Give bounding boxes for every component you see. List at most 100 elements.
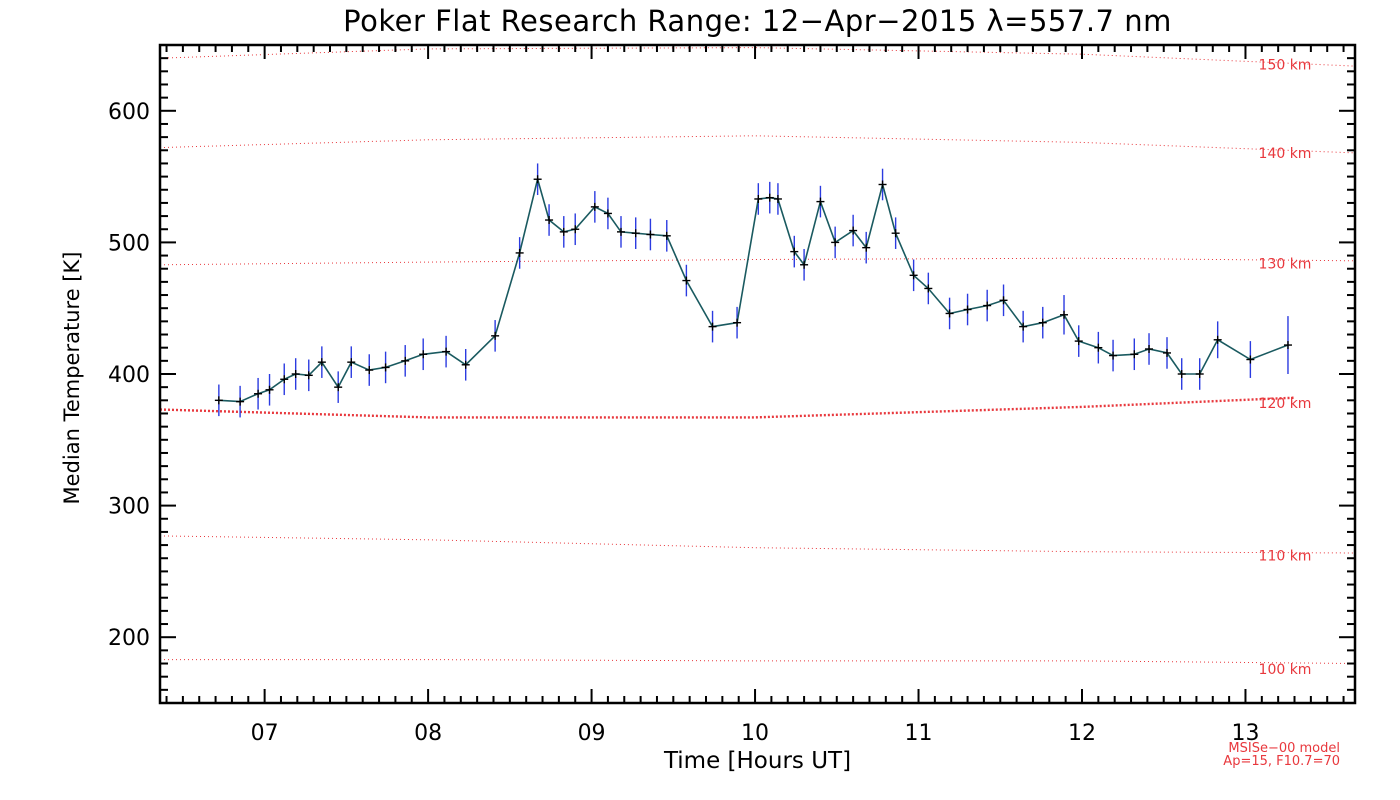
data-point-7 (317, 358, 326, 367)
y-tick-label-3: 500 (108, 231, 150, 256)
data-point-43 (924, 284, 933, 293)
data-point-52 (1094, 343, 1103, 352)
model-label-1: 140 km (1259, 146, 1312, 162)
series-layer (214, 163, 1292, 418)
data-point-51 (1074, 337, 1083, 346)
x-tick-label-0: 07 (251, 721, 279, 746)
y-tick-label-1: 300 (108, 495, 150, 520)
data-point-32 (765, 193, 774, 202)
data-point-28 (682, 276, 691, 285)
data-point-48 (1019, 322, 1028, 331)
data-point-15 (461, 360, 470, 369)
data-point-44 (945, 309, 954, 318)
data-point-29 (708, 322, 717, 331)
data-point-34 (790, 247, 799, 256)
data-point-26 (646, 230, 655, 239)
model-curve-5 (160, 659, 1356, 664)
data-point-2 (254, 389, 263, 398)
data-point-20 (559, 227, 568, 236)
model-curve-2 (159, 257, 1356, 266)
model-label-2: 130 km (1259, 256, 1312, 272)
data-point-61 (1283, 341, 1292, 350)
data-point-10 (365, 366, 374, 375)
data-point-9 (347, 358, 356, 367)
data-point-35 (800, 260, 809, 269)
data-point-55 (1145, 344, 1154, 353)
x-tick-label-2: 09 (578, 721, 606, 746)
axis-tick-labels: 07 08 09 10 11 12 13 200 300 400 500 600 (108, 100, 1259, 746)
data-point-39 (862, 243, 871, 252)
model-note-line2: Ap=15, F10.7=70 (1223, 754, 1340, 769)
model-curve-3 (159, 396, 1295, 419)
data-point-14 (442, 347, 451, 356)
x-axis-label: Time [Hours UT] (663, 748, 852, 774)
model-curve-0 (159, 47, 1356, 67)
data-point-59 (1213, 335, 1222, 344)
data-point-53 (1109, 351, 1118, 360)
model-note: MSISe−00 model Ap=15, F10.7=70 (1223, 742, 1340, 768)
y-tick-label-0: 200 (108, 626, 150, 651)
model-curves (159, 47, 1356, 664)
data-point-54 (1130, 350, 1139, 359)
model-curve-4 (159, 535, 1356, 554)
model-label-4: 110 km (1259, 549, 1312, 565)
series-line-0 (218, 176, 1289, 403)
data-point-50 (1060, 310, 1069, 319)
model-label-5: 100 km (1259, 662, 1312, 678)
x-tick-label-3: 10 (741, 721, 769, 746)
x-tick-label-1: 08 (414, 721, 442, 746)
data-point-19 (545, 216, 554, 225)
data-point-38 (849, 226, 858, 235)
data-point-5 (291, 370, 300, 378)
data-point-47 (999, 296, 1008, 305)
data-point-49 (1038, 318, 1047, 327)
data-point-1 (236, 397, 245, 406)
x-tick-label-4: 11 (905, 721, 933, 746)
axis-ticks (160, 44, 1355, 703)
data-point-45 (963, 305, 972, 314)
data-point-0 (214, 396, 223, 405)
data-point-17 (515, 248, 524, 257)
model-labels: 150 km 140 km 130 km 120 km 110 km 100 km (1259, 58, 1312, 678)
model-label-3: 120 km (1259, 396, 1312, 412)
data-point-23 (603, 209, 612, 218)
chart-title: Poker Flat Research Range: 12−Apr−2015 λ… (343, 4, 1172, 38)
data-point-21 (571, 225, 580, 234)
data-point-41 (891, 229, 900, 238)
x-tick-label-5: 12 (1068, 721, 1096, 746)
data-point-3 (265, 385, 274, 394)
y-tick-label-4: 600 (108, 100, 150, 125)
data-point-16 (491, 331, 500, 340)
data-point-27 (662, 231, 671, 240)
data-point-56 (1163, 348, 1172, 357)
data-point-57 (1177, 370, 1186, 378)
data-point-6 (304, 371, 313, 380)
data-point-36 (816, 197, 825, 206)
data-point-22 (590, 202, 599, 211)
data-point-30 (733, 318, 742, 327)
model-curve-1 (159, 135, 1356, 154)
data-point-18 (533, 175, 542, 184)
data-point-46 (983, 301, 992, 310)
data-point-8 (334, 383, 343, 392)
data-point-4 (280, 375, 289, 384)
data-point-58 (1195, 370, 1204, 378)
data-point-25 (631, 229, 640, 238)
data-point-37 (831, 238, 840, 247)
x-tick-label-6: 13 (1231, 721, 1259, 746)
data-point-33 (773, 194, 782, 203)
data-point-13 (419, 350, 428, 359)
model-label-0: 150 km (1259, 58, 1312, 74)
data-point-12 (401, 356, 410, 365)
y-axis-label: Median Temperature [K] (60, 251, 84, 505)
data-point-60 (1246, 355, 1255, 364)
data-point-31 (754, 194, 763, 203)
y-tick-label-2: 400 (108, 363, 150, 388)
data-point-11 (381, 363, 390, 372)
data-point-40 (878, 180, 887, 189)
data-point-24 (616, 227, 625, 236)
plot-frame (158, 43, 1357, 705)
model-note-line1: MSISe−00 model (1228, 741, 1340, 756)
data-point-42 (909, 271, 918, 280)
